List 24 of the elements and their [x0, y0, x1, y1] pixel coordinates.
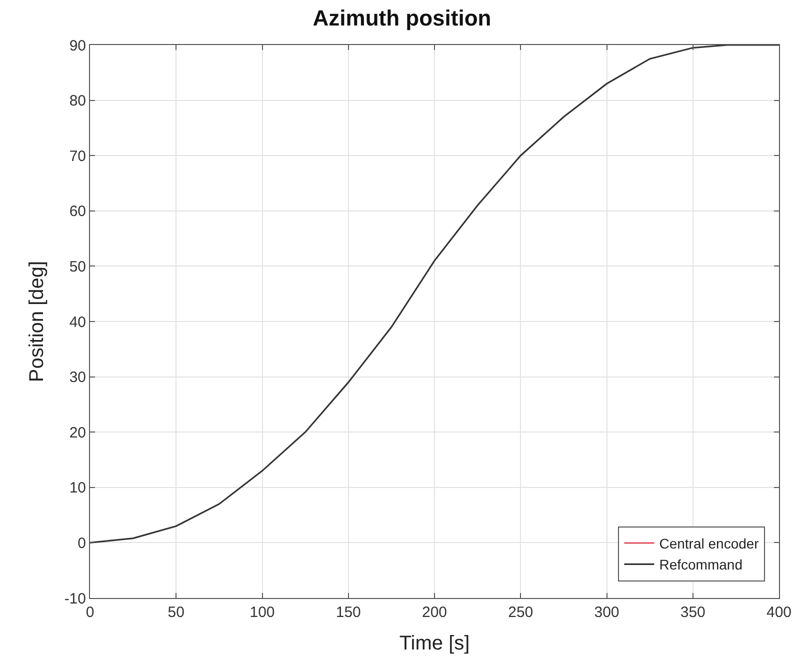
- legend-label: Central encoder: [659, 535, 760, 552]
- x-tick-label: 200: [422, 604, 448, 621]
- y-tick-label: 10: [69, 480, 86, 497]
- y-tick-label: 80: [69, 92, 86, 110]
- y-axis-title: Position [deg]: [26, 260, 48, 382]
- x-tick-label: 300: [594, 604, 620, 621]
- y-tick-label: 20: [69, 424, 86, 442]
- y-tick-label: 90: [69, 37, 86, 54]
- x-tick-label: 100: [250, 604, 275, 621]
- y-tick-label: 60: [69, 203, 86, 220]
- y-tick-label: 70: [69, 148, 86, 165]
- y-tick-label: 0: [78, 534, 86, 552]
- x-tick-label: 400: [766, 604, 792, 621]
- y-tick-label: 30: [69, 369, 86, 386]
- chart-title: Azimuth position: [312, 5, 492, 30]
- x-tick-label: 250: [508, 604, 534, 621]
- x-axis-title: Time [s]: [399, 632, 470, 654]
- x-tick-label: 50: [168, 604, 184, 621]
- x-tick-label: 150: [336, 604, 361, 621]
- y-tick-label: -10: [64, 590, 86, 608]
- y-tick-label: 40: [69, 314, 86, 331]
- x-tick-label: 350: [680, 604, 706, 621]
- y-tick-label: 50: [69, 258, 86, 276]
- legend-label: Refcommand: [659, 556, 742, 573]
